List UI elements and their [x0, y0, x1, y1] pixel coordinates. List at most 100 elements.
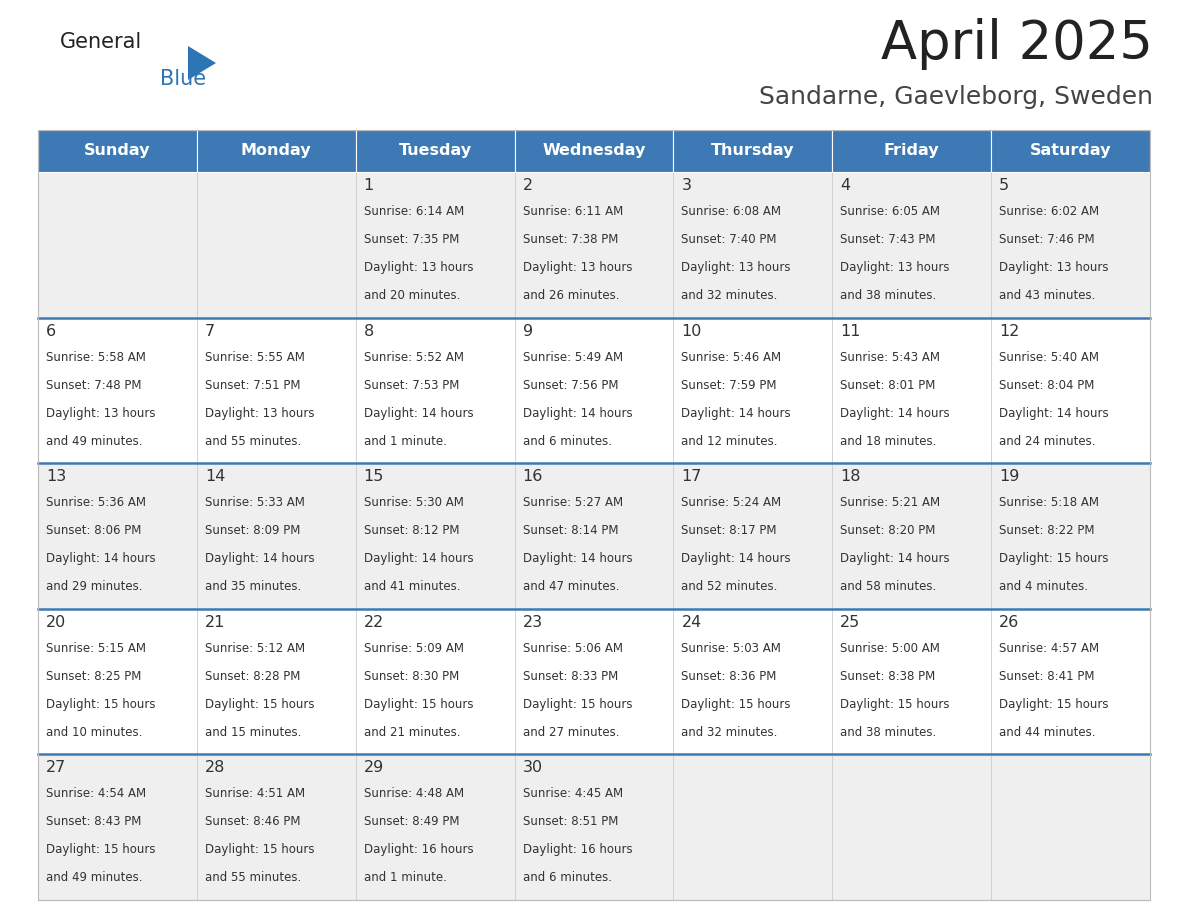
- Text: Sunrise: 6:08 AM: Sunrise: 6:08 AM: [682, 205, 782, 218]
- Text: Daylight: 13 hours: Daylight: 13 hours: [523, 261, 632, 274]
- Text: Sunrise: 5:24 AM: Sunrise: 5:24 AM: [682, 497, 782, 509]
- Text: and 58 minutes.: and 58 minutes.: [840, 580, 936, 593]
- Text: Sunset: 8:43 PM: Sunset: 8:43 PM: [46, 815, 141, 828]
- Text: Sunset: 8:46 PM: Sunset: 8:46 PM: [204, 815, 301, 828]
- Text: Sandarne, Gaevleborg, Sweden: Sandarne, Gaevleborg, Sweden: [759, 85, 1154, 109]
- Text: Sunrise: 6:02 AM: Sunrise: 6:02 AM: [999, 205, 1099, 218]
- Text: 22: 22: [364, 615, 384, 630]
- Bar: [197, 130, 355, 172]
- Bar: [514, 464, 674, 609]
- Text: Sunday: Sunday: [84, 143, 151, 159]
- Text: Sunset: 8:41 PM: Sunset: 8:41 PM: [999, 670, 1094, 683]
- Bar: [355, 464, 514, 609]
- Text: Sunset: 7:38 PM: Sunset: 7:38 PM: [523, 233, 618, 246]
- Text: and 29 minutes.: and 29 minutes.: [46, 580, 143, 593]
- Text: Sunset: 8:30 PM: Sunset: 8:30 PM: [364, 670, 459, 683]
- Bar: [991, 172, 1150, 318]
- Text: Sunrise: 5:49 AM: Sunrise: 5:49 AM: [523, 351, 623, 364]
- Text: Daylight: 14 hours: Daylight: 14 hours: [364, 553, 473, 565]
- Bar: [674, 755, 833, 900]
- Text: Daylight: 14 hours: Daylight: 14 hours: [523, 553, 632, 565]
- Bar: [38, 609, 197, 755]
- Text: Daylight: 15 hours: Daylight: 15 hours: [523, 698, 632, 711]
- Text: Sunrise: 5:30 AM: Sunrise: 5:30 AM: [364, 497, 463, 509]
- Text: Daylight: 15 hours: Daylight: 15 hours: [204, 844, 315, 856]
- Text: and 44 minutes.: and 44 minutes.: [999, 726, 1095, 739]
- Bar: [38, 755, 197, 900]
- Text: Sunset: 8:51 PM: Sunset: 8:51 PM: [523, 815, 618, 828]
- Bar: [38, 130, 197, 172]
- Bar: [674, 609, 833, 755]
- Text: 3: 3: [682, 178, 691, 193]
- Bar: [197, 172, 355, 318]
- Text: Sunset: 7:56 PM: Sunset: 7:56 PM: [523, 378, 618, 392]
- Text: Sunset: 7:35 PM: Sunset: 7:35 PM: [364, 233, 459, 246]
- Text: Monday: Monday: [241, 143, 311, 159]
- Bar: [833, 609, 991, 755]
- Text: Thursday: Thursday: [712, 143, 795, 159]
- Bar: [38, 464, 197, 609]
- Text: Sunrise: 4:48 AM: Sunrise: 4:48 AM: [364, 788, 463, 800]
- Text: and 41 minutes.: and 41 minutes.: [364, 580, 460, 593]
- Text: Sunrise: 4:45 AM: Sunrise: 4:45 AM: [523, 788, 623, 800]
- Text: and 55 minutes.: and 55 minutes.: [204, 871, 301, 884]
- Text: 21: 21: [204, 615, 226, 630]
- Text: 29: 29: [364, 760, 384, 776]
- Text: and 12 minutes.: and 12 minutes.: [682, 434, 778, 448]
- Text: Sunrise: 5:12 AM: Sunrise: 5:12 AM: [204, 642, 305, 655]
- Text: and 24 minutes.: and 24 minutes.: [999, 434, 1095, 448]
- Text: 16: 16: [523, 469, 543, 484]
- Text: 15: 15: [364, 469, 384, 484]
- Text: and 18 minutes.: and 18 minutes.: [840, 434, 936, 448]
- Bar: [355, 172, 514, 318]
- Text: 28: 28: [204, 760, 226, 776]
- Text: Sunrise: 5:21 AM: Sunrise: 5:21 AM: [840, 497, 941, 509]
- Text: and 38 minutes.: and 38 minutes.: [840, 289, 936, 302]
- Text: Tuesday: Tuesday: [399, 143, 472, 159]
- Bar: [674, 464, 833, 609]
- Text: and 1 minute.: and 1 minute.: [364, 871, 447, 884]
- Text: Sunset: 7:43 PM: Sunset: 7:43 PM: [840, 233, 936, 246]
- Text: 26: 26: [999, 615, 1019, 630]
- Text: and 52 minutes.: and 52 minutes.: [682, 580, 778, 593]
- Bar: [514, 318, 674, 464]
- Bar: [833, 755, 991, 900]
- Bar: [38, 172, 197, 318]
- Bar: [197, 318, 355, 464]
- Text: Daylight: 13 hours: Daylight: 13 hours: [999, 261, 1108, 274]
- Text: 20: 20: [46, 615, 67, 630]
- Text: Sunset: 8:09 PM: Sunset: 8:09 PM: [204, 524, 301, 537]
- Text: Daylight: 14 hours: Daylight: 14 hours: [682, 407, 791, 420]
- Text: and 32 minutes.: and 32 minutes.: [682, 726, 778, 739]
- Text: and 6 minutes.: and 6 minutes.: [523, 871, 612, 884]
- Text: Sunrise: 4:54 AM: Sunrise: 4:54 AM: [46, 788, 146, 800]
- Text: Sunset: 8:36 PM: Sunset: 8:36 PM: [682, 670, 777, 683]
- Bar: [991, 130, 1150, 172]
- Bar: [197, 464, 355, 609]
- Text: Friday: Friday: [884, 143, 940, 159]
- Bar: [514, 609, 674, 755]
- Text: 2: 2: [523, 178, 532, 193]
- Polygon shape: [188, 46, 216, 80]
- Text: General: General: [61, 32, 143, 52]
- Text: Sunrise: 4:57 AM: Sunrise: 4:57 AM: [999, 642, 1099, 655]
- Text: Sunset: 7:46 PM: Sunset: 7:46 PM: [999, 233, 1095, 246]
- Text: Sunrise: 5:00 AM: Sunrise: 5:00 AM: [840, 642, 940, 655]
- Text: Daylight: 13 hours: Daylight: 13 hours: [364, 261, 473, 274]
- Text: Daylight: 14 hours: Daylight: 14 hours: [364, 407, 473, 420]
- Text: and 10 minutes.: and 10 minutes.: [46, 726, 143, 739]
- Text: Sunset: 8:22 PM: Sunset: 8:22 PM: [999, 524, 1094, 537]
- Text: Sunrise: 5:06 AM: Sunrise: 5:06 AM: [523, 642, 623, 655]
- Text: Daylight: 14 hours: Daylight: 14 hours: [840, 407, 950, 420]
- Bar: [833, 318, 991, 464]
- Text: Daylight: 13 hours: Daylight: 13 hours: [46, 407, 156, 420]
- Text: Sunrise: 5:52 AM: Sunrise: 5:52 AM: [364, 351, 463, 364]
- Text: and 27 minutes.: and 27 minutes.: [523, 726, 619, 739]
- Text: and 47 minutes.: and 47 minutes.: [523, 580, 619, 593]
- Text: and 20 minutes.: and 20 minutes.: [364, 289, 460, 302]
- Bar: [355, 318, 514, 464]
- Text: 7: 7: [204, 324, 215, 339]
- Text: Daylight: 15 hours: Daylight: 15 hours: [682, 698, 791, 711]
- Text: Sunset: 8:20 PM: Sunset: 8:20 PM: [840, 524, 936, 537]
- Bar: [514, 755, 674, 900]
